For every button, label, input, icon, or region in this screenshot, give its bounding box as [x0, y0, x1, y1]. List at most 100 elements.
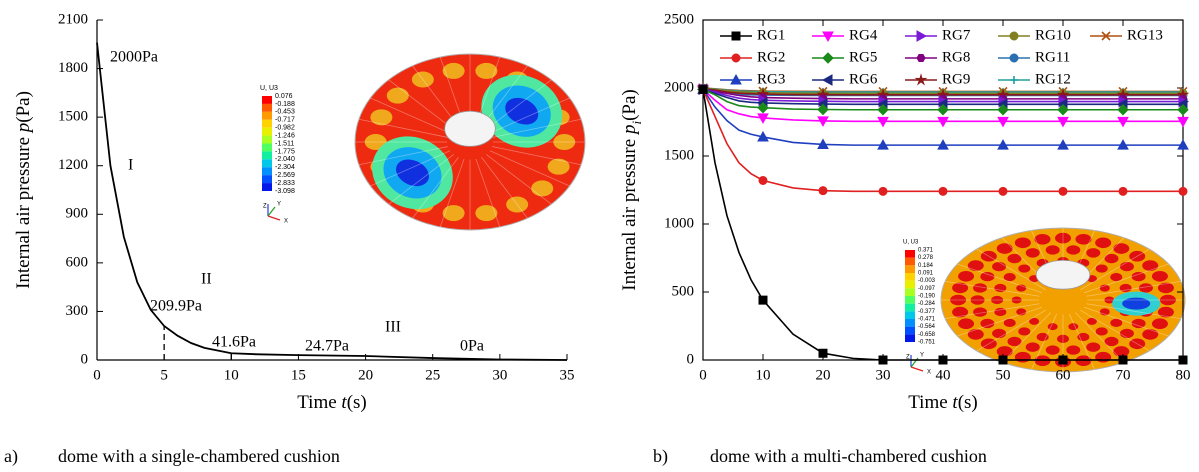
contour-cell	[1066, 245, 1080, 254]
x-axis-label-part: Time	[908, 392, 952, 413]
marker	[879, 356, 887, 364]
marker	[732, 32, 740, 40]
marker	[916, 75, 926, 84]
marker	[1119, 356, 1127, 364]
x-tick-label: 0	[93, 367, 101, 383]
colorbar-label: -2.040	[275, 156, 295, 163]
x-tick-label: 0	[699, 367, 707, 383]
legend-label: RG4	[849, 27, 878, 43]
contour-cell	[1048, 323, 1058, 330]
marker	[1010, 32, 1018, 40]
marker	[879, 187, 887, 195]
contour-blob	[475, 63, 497, 79]
marker	[1179, 356, 1187, 364]
legend-label: RG10	[1035, 27, 1071, 43]
y-tick-label: 2100	[58, 11, 88, 27]
contour-cell	[997, 243, 1013, 254]
y-tick-label: 2500	[664, 11, 694, 27]
x-axis-label-part: (s)	[958, 392, 978, 413]
legend-label: RG8	[942, 49, 970, 65]
x-axis-label: Time t(s)	[908, 392, 978, 413]
colorbar-label: -0.658	[918, 332, 936, 338]
caption: dome with a multi-chambered cushion	[710, 446, 987, 466]
y-axis-label-part: p	[619, 125, 640, 137]
colorbar-label: -2.569	[275, 172, 295, 179]
contour-cell	[968, 260, 984, 271]
x-tick-label: 25	[425, 367, 440, 383]
colorbar-label: -0.751	[918, 340, 936, 346]
colorbar-band	[262, 151, 272, 159]
marker	[819, 187, 827, 195]
contour-cell	[1095, 352, 1111, 363]
annotation: II	[201, 271, 212, 288]
x-axis-label-part: Time	[297, 392, 341, 413]
caption: a)	[4, 446, 18, 467]
colorbar-band	[905, 296, 915, 304]
marker	[1179, 187, 1187, 195]
colorbar-band	[262, 104, 272, 112]
contour-cell	[1142, 260, 1158, 271]
colorbar-label: -0.717	[275, 117, 295, 124]
contour-cell	[1096, 264, 1108, 272]
legend-label: RG2	[757, 49, 785, 65]
y-axis-label-part: (Pa)	[13, 91, 34, 123]
legend-label: RG3	[757, 71, 785, 87]
y-axis-label-part: p	[13, 123, 34, 135]
contour-cell	[1077, 333, 1089, 341]
marker	[939, 187, 947, 195]
contour-cell	[1015, 237, 1031, 248]
colorbar-band	[262, 112, 272, 120]
x-tick-label: 30	[876, 367, 891, 383]
y-tick-label: 1200	[58, 157, 88, 173]
legend-label: RG5	[849, 49, 877, 65]
colorbar-band	[905, 304, 915, 312]
y-tick-label: 600	[66, 254, 89, 270]
colorbar-label: 0.184	[918, 263, 934, 269]
colorbar-label: 0.278	[918, 255, 934, 261]
y-axis-label: Internal air pressure pi(Pa)	[619, 89, 644, 290]
marker	[1119, 187, 1127, 195]
contour-cell	[1086, 342, 1100, 351]
y-tick-label: 900	[66, 206, 89, 222]
marker	[819, 349, 827, 357]
contour-blob	[531, 180, 553, 196]
y-axis-label-part: (Pa)	[619, 89, 640, 121]
legend-label: RG9	[942, 71, 970, 87]
annotation: 0Pa	[460, 338, 484, 355]
colorbar-label: -0.003	[918, 278, 936, 284]
colorbar-label: -2.304	[275, 164, 295, 171]
x-axis-label: Time t(s)	[297, 392, 367, 413]
contour-cell	[1152, 271, 1168, 282]
caption: dome with a single-chambered cushion	[58, 446, 340, 466]
legend-label: RG1	[757, 27, 785, 43]
x-tick-label: 50	[996, 367, 1011, 383]
legend-label: RG11	[1035, 49, 1070, 65]
triad-label: Y	[920, 353, 924, 359]
annotation: 209.9Pa	[150, 298, 202, 315]
colorbar-label: -0.982	[275, 125, 295, 132]
colorbar-label: -0.284	[918, 301, 936, 307]
colorbar-label: -1.246	[275, 132, 295, 139]
contour-blob	[443, 63, 465, 79]
triad-axis	[911, 367, 923, 371]
contour-cell	[1132, 272, 1146, 281]
marker	[823, 53, 833, 63]
contour-cell	[1046, 245, 1060, 254]
x-tick-label: 5	[160, 367, 168, 383]
colorbar-band	[262, 159, 272, 167]
colorbar-band	[262, 96, 272, 104]
contour-cell	[1132, 319, 1146, 328]
contour-cell	[1096, 327, 1108, 335]
x-tick-label: 20	[816, 367, 831, 383]
colorbar-label: 0.076	[275, 93, 293, 100]
annotation: I	[128, 157, 133, 174]
y-tick-label: 1800	[58, 60, 88, 76]
marker	[759, 176, 767, 184]
legend-label: RG6	[849, 71, 878, 87]
marker	[1010, 76, 1018, 84]
marker	[732, 54, 740, 62]
colorbar-label: -0.453	[275, 109, 295, 116]
y-tick-label: 500	[672, 283, 695, 299]
colorbar-label: -1.511	[275, 140, 294, 147]
marker	[917, 55, 925, 62]
